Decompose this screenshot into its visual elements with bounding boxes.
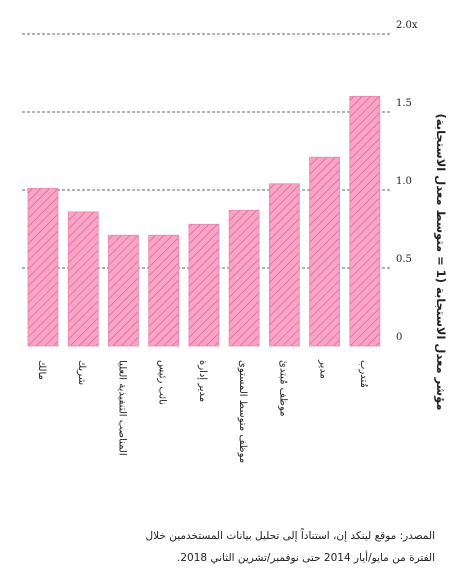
category-label: موظف متوسط المستوى <box>237 360 248 463</box>
category-label: نائب رئيس <box>157 360 168 405</box>
y-tick-label: 1.5 <box>396 98 412 109</box>
source-note-line-2: الفترة من مايو/أيار 2014 حتى نوفمبر/تشري… <box>176 552 435 564</box>
bar <box>27 188 59 347</box>
bars <box>27 96 381 347</box>
category-labels: مالك شريك المناصب التنفيذية العليا نائب رئي… <box>36 359 369 463</box>
bar <box>108 234 139 347</box>
y-axis-label: مؤشر معدل الاستجابة (1 = متوسط معدل الاس… <box>433 114 448 411</box>
category-label: شريك <box>76 360 87 385</box>
y-tick-labels: 0 0.5 1.0 1.5 2.0x <box>396 20 418 343</box>
category-label: المناصب التنفيذية العليا <box>116 360 127 456</box>
category-label: مالك <box>36 360 47 380</box>
category-label: مُتدرب <box>358 360 369 388</box>
bar <box>188 223 220 347</box>
bar <box>67 211 99 347</box>
y-tick-label: 0.5 <box>396 254 412 265</box>
bar <box>228 209 260 347</box>
category-label: مدير إدارة <box>197 360 208 402</box>
y-tick-label: 2.0x <box>396 20 418 31</box>
y-tick-label: 0 <box>396 332 402 343</box>
y-tick-label: 1.0 <box>396 176 412 187</box>
bar <box>268 183 300 347</box>
category-label: موظف مُبتدئ <box>277 360 288 416</box>
bar <box>309 156 340 347</box>
bar <box>148 234 180 347</box>
source-note-line-1: المصدر: موقع لينكد إن، استناداً إلى تحلي… <box>145 530 435 542</box>
category-label: مدير <box>318 359 329 379</box>
bar <box>349 96 381 347</box>
